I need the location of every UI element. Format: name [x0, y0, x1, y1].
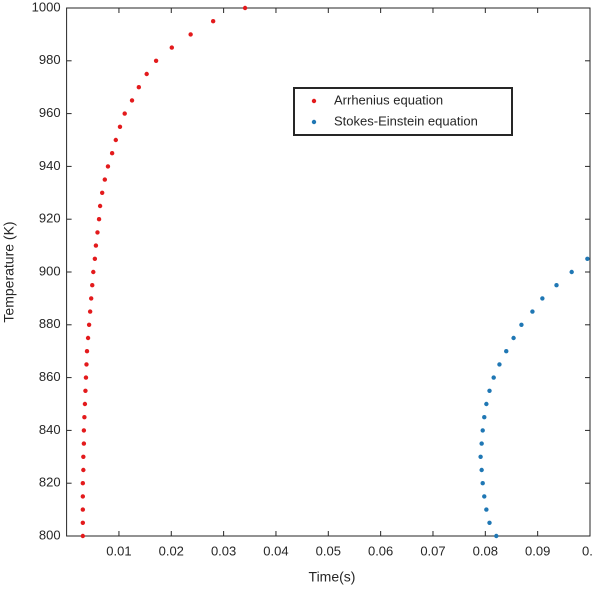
data-point — [479, 467, 484, 473]
y-tick-label: 880 — [39, 316, 61, 331]
y-tick-label: 900 — [39, 263, 61, 278]
data-point — [97, 203, 103, 209]
data-point — [90, 283, 95, 288]
x-tick-label: 0. — [582, 543, 593, 558]
data-point — [504, 349, 509, 354]
data-point — [153, 58, 159, 63]
y-tick-label: 1000 — [32, 0, 61, 14]
data-point — [482, 415, 487, 420]
data-point — [169, 45, 175, 50]
data-point — [210, 19, 216, 24]
data-point — [82, 415, 87, 420]
y-tick-label: 960 — [39, 105, 61, 120]
legend-marker — [311, 98, 317, 104]
data-point — [494, 533, 499, 539]
data-point — [497, 362, 502, 367]
data-point — [478, 454, 483, 459]
data-point — [81, 428, 87, 433]
x-tick-label: 0.06 — [368, 543, 393, 558]
data-point — [92, 256, 98, 261]
x-tick-label: 0.04 — [263, 543, 288, 558]
x-tick-label: 0.05 — [316, 543, 341, 558]
data-point — [480, 481, 485, 486]
x-tick-label: 0.07 — [420, 543, 445, 558]
data-point — [99, 190, 105, 195]
x-tick-label: 0.03 — [211, 543, 236, 558]
y-tick-label: 840 — [39, 422, 61, 437]
data-point — [84, 349, 90, 354]
y-tick-label: 980 — [39, 52, 61, 67]
legend-label: Arrhenius equation — [334, 92, 443, 107]
data-point — [85, 335, 91, 341]
data-point — [81, 467, 86, 473]
data-point — [487, 520, 492, 525]
data-point — [487, 388, 492, 393]
data-point — [519, 322, 524, 327]
data-point — [83, 375, 89, 380]
data-point — [242, 5, 248, 11]
x-tick-label: 0.01 — [106, 543, 131, 558]
data-point — [82, 401, 88, 407]
y-tick-label: 860 — [39, 369, 61, 384]
data-point — [484, 507, 489, 512]
data-point — [91, 269, 96, 275]
y-tick-label: 820 — [39, 475, 61, 490]
data-point — [84, 362, 89, 367]
data-point — [554, 283, 559, 288]
data-point — [109, 151, 115, 156]
x-axis-label: Time(s) — [309, 569, 356, 585]
data-point — [93, 243, 99, 248]
data-point — [480, 428, 485, 433]
data-point — [95, 230, 100, 235]
plot-frame — [66, 7, 591, 537]
data-point — [530, 309, 535, 314]
legend-box — [293, 87, 513, 136]
data-point — [484, 401, 489, 407]
data-point — [81, 441, 87, 446]
y-tick-label: 800 — [39, 527, 61, 542]
data-point — [113, 137, 118, 143]
data-point — [188, 32, 193, 37]
x-tick-label: 0.02 — [159, 543, 184, 558]
data-point — [83, 388, 88, 393]
data-point — [117, 124, 123, 129]
data-point — [88, 296, 94, 301]
data-point — [80, 520, 86, 525]
data-point — [80, 507, 86, 512]
data-point — [511, 335, 516, 341]
data-point — [80, 481, 86, 486]
data-point — [80, 533, 86, 539]
data-point — [540, 296, 545, 301]
data-point — [81, 454, 86, 459]
x-tick-label: 0.09 — [525, 543, 550, 558]
data-point — [144, 71, 149, 77]
data-point — [86, 322, 92, 327]
y-tick-label: 940 — [39, 158, 61, 173]
data-point — [96, 217, 102, 222]
data-point — [87, 309, 93, 314]
data-point — [569, 269, 574, 275]
legend-label: Stokes-Einstein equation — [334, 113, 478, 128]
data-point — [491, 375, 496, 380]
y-tick-label: 920 — [39, 211, 61, 226]
data-point — [122, 111, 127, 116]
data-point — [482, 494, 487, 499]
y-axis-label: Temperature (K) — [1, 221, 17, 322]
data-point — [585, 256, 590, 261]
data-point — [479, 441, 484, 446]
data-point — [102, 177, 108, 182]
data-point — [136, 85, 142, 90]
data-point — [105, 164, 111, 169]
data-point — [80, 494, 86, 499]
x-tick-label: 0.08 — [473, 543, 498, 558]
legend-marker — [311, 119, 317, 125]
data-point — [129, 98, 135, 103]
